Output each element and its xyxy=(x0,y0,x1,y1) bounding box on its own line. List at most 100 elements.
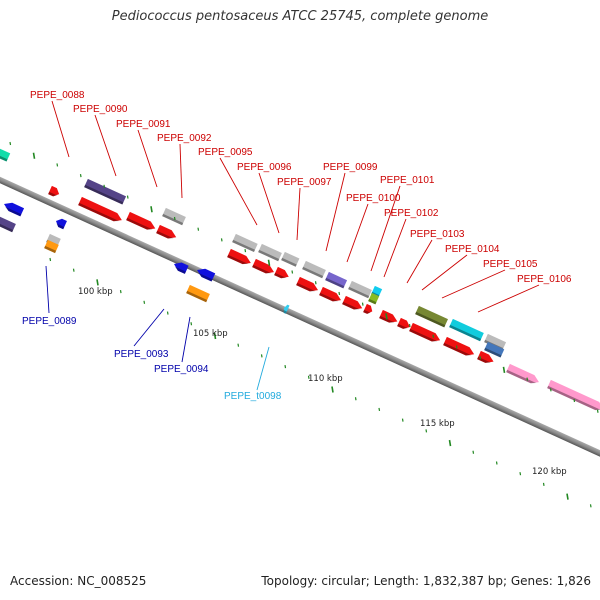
feature-pink-1[interactable] xyxy=(547,379,600,413)
feature-pepe-0096[interactable] xyxy=(258,243,282,262)
topology-text: Topology: circular; Length: 1,832,387 bp… xyxy=(261,574,591,588)
feature-pepe-0101-cds[interactable] xyxy=(363,303,374,316)
gene-label-pepe-0094[interactable]: PEPE_0094 xyxy=(154,364,209,375)
scale-tick xyxy=(126,195,129,199)
gene-label-pepe-0091[interactable]: PEPE_0091 xyxy=(116,119,171,130)
gene-label-pepe-0093[interactable]: PEPE_0093 xyxy=(114,349,169,360)
leader-pepe-0088 xyxy=(51,100,70,158)
scale-tick xyxy=(542,482,545,486)
gene-label-pepe-0105[interactable]: PEPE_0105 xyxy=(483,259,538,270)
scale-tick xyxy=(331,386,334,393)
scale-tick xyxy=(401,418,404,422)
feature-pepe-0090-cds[interactable] xyxy=(78,196,124,224)
gene-label-pepe-0095[interactable]: PEPE_0095 xyxy=(198,147,253,158)
gene-label-pepe-0102[interactable]: PEPE_0102 xyxy=(384,208,439,219)
tick-label-105kbp: 105 kbp xyxy=(193,329,228,339)
scale-tick xyxy=(103,184,106,188)
feature-pepe-0090[interactable] xyxy=(84,178,127,205)
feature-pepe-0092-cds[interactable] xyxy=(156,224,178,241)
feature-pepe-0106b[interactable] xyxy=(484,341,505,358)
feature-pepe-0097-cds[interactable] xyxy=(274,266,290,281)
scale-tick xyxy=(291,270,294,274)
label-leaders xyxy=(45,100,540,391)
gene-label-pepe-0101[interactable]: PEPE_0101 xyxy=(380,175,435,186)
feature-pepe-0097[interactable] xyxy=(281,251,300,267)
gene-label-pepe-0088[interactable]: PEPE_0088 xyxy=(30,90,85,101)
leader-pepe-0105 xyxy=(441,269,506,299)
scale-tick xyxy=(425,429,428,433)
gene-label-pepe-0104[interactable]: PEPE_0104 xyxy=(445,244,500,255)
tick-label-100kbp: 100 kbp xyxy=(78,287,113,297)
feature-teal-0[interactable] xyxy=(0,145,11,162)
feature-pepe-0100-cds[interactable] xyxy=(319,286,343,304)
gene-label-pepe-0090[interactable]: PEPE_0090 xyxy=(73,104,128,115)
feature-pepe-0100b-cds[interactable] xyxy=(342,295,364,312)
tick-labels: 100 kbp 105 kbp 110 kbp 115 kbp 120 kbp xyxy=(78,287,567,477)
feature-pepe-0105[interactable] xyxy=(449,318,484,342)
gene-label-pepe-0103[interactable]: PEPE_0103 xyxy=(410,229,465,240)
gene-label-pepe-0092[interactable]: PEPE_0092 xyxy=(157,133,212,144)
gene-label-pepe-0089[interactable]: PEPE_0089 xyxy=(22,316,77,327)
feature-pepe-0094[interactable] xyxy=(186,284,210,303)
feature-pepe-t0098[interactable] xyxy=(282,304,290,314)
gene-label-pepe-0099[interactable]: PEPE_0099 xyxy=(323,162,378,173)
leader-pepe-0103 xyxy=(406,239,433,284)
leader-pepe-0092 xyxy=(179,143,183,199)
scale-tick xyxy=(197,227,200,231)
feature-pepe-0089[interactable] xyxy=(44,239,59,254)
scale-tick xyxy=(72,268,75,272)
accession-text: Accession: NC_008525 xyxy=(10,574,147,588)
feature-pepe-0095[interactable] xyxy=(232,233,258,253)
feature-pepe-0099-cds[interactable] xyxy=(296,276,320,294)
gene-label-pepe-0100[interactable]: PEPE_0100 xyxy=(346,193,401,204)
feature-pepe-0092[interactable] xyxy=(162,207,186,226)
feature-pepe-0088[interactable] xyxy=(48,185,61,198)
scale-tick xyxy=(143,300,146,304)
scale-tick xyxy=(455,345,458,349)
feature-pepe-0096-cds[interactable] xyxy=(252,258,276,276)
scale-tick xyxy=(361,302,364,306)
tick-label-120kbp: 120 kbp xyxy=(532,467,567,477)
leader-pepe-0096 xyxy=(258,172,280,234)
feature-pepe-0093[interactable] xyxy=(172,260,189,274)
leader-pepe-0097 xyxy=(296,187,301,241)
feature-pepe-0099b[interactable] xyxy=(325,271,348,289)
feature-pepe-0095-cds[interactable] xyxy=(227,248,253,267)
feature-pepe-0102b[interactable] xyxy=(397,317,412,331)
gene-label-pepe-0097[interactable]: PEPE_0097 xyxy=(277,177,332,188)
feature-pepe-0091[interactable] xyxy=(126,211,157,233)
feature-reverse-2[interactable] xyxy=(54,217,67,230)
map-title: Pediococcus pentosaceus ATCC 25745, comp… xyxy=(111,9,489,24)
gene-label-pepe-0106[interactable]: PEPE_0106 xyxy=(517,274,572,285)
leader-pepe-0093 xyxy=(133,308,165,347)
gene-label-pepe-t0098[interactable]: PEPE_t0098 xyxy=(224,391,282,402)
scale-tick xyxy=(502,366,506,374)
feature-pepe-0104-cds[interactable] xyxy=(443,336,476,358)
genome-backbone xyxy=(0,160,600,465)
feature-pink-0[interactable] xyxy=(506,363,541,386)
gene-label-pepe-0096[interactable]: PEPE_0096 xyxy=(237,162,292,173)
scale-tick xyxy=(56,163,59,167)
leader-pepe-0090 xyxy=(94,114,117,177)
feature-reverse-1[interactable] xyxy=(2,200,25,217)
scale-tick xyxy=(284,364,287,369)
feature-reverse-0[interactable] xyxy=(0,214,16,233)
scale-tick xyxy=(526,377,529,381)
scale-tick xyxy=(314,281,317,285)
feature-pepe-0094-blue[interactable] xyxy=(195,266,216,282)
feature-pepe-0104[interactable] xyxy=(415,305,448,328)
scale-tick xyxy=(589,504,592,508)
leader-pepe-0106 xyxy=(477,284,540,313)
leader-pepe-0095 xyxy=(219,157,258,226)
tick-label-115kbp: 115 kbp xyxy=(420,419,455,429)
scale-tick xyxy=(472,450,475,454)
feature-pepe-0102[interactable] xyxy=(379,309,399,326)
feature-pepe-0101b[interactable] xyxy=(368,292,380,305)
feature-pepe-0103[interactable] xyxy=(409,322,442,344)
scale-tick xyxy=(267,259,271,266)
feature-pepe-0099[interactable] xyxy=(302,260,326,279)
scale-tick xyxy=(307,375,310,379)
leader-pepe-0091 xyxy=(137,129,158,188)
feature-pepe-0100[interactable] xyxy=(348,280,372,299)
